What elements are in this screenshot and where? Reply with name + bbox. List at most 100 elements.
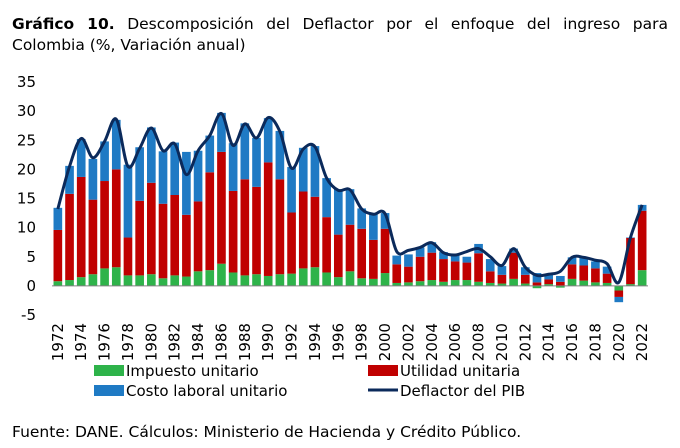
bar-impuesto-unitario <box>310 267 320 286</box>
bar-utilidad-unitaria <box>322 217 331 273</box>
x-tick-label: 2006 <box>446 323 464 361</box>
bar-impuesto-unitario <box>275 274 285 286</box>
bar-utilidad-unitaria <box>217 151 226 264</box>
bar-utilidad-unitaria <box>88 199 98 275</box>
bar-costo-laboral-unitario <box>287 167 296 213</box>
bar-impuesto-unitario <box>240 275 250 286</box>
bar-utilidad-unitaria <box>345 224 355 272</box>
bar-costo-laboral-unitario <box>509 248 518 253</box>
bar-utilidad-unitaria <box>591 268 600 283</box>
bar-utilidad-unitaria <box>509 252 518 279</box>
bar-utilidad-unitaria <box>415 256 425 282</box>
x-tick-label: 1980 <box>142 323 160 361</box>
bar-utilidad-unitaria <box>602 273 612 283</box>
legend-swatch <box>368 365 398 376</box>
bar-impuesto-unitario <box>380 273 390 286</box>
bar-impuesto-unitario <box>287 273 296 286</box>
bar-costo-laboral-unitario <box>76 139 86 177</box>
bar-costo-laboral-unitario <box>111 119 121 170</box>
bar-utilidad-unitaria <box>556 281 565 286</box>
x-tick-label: 2020 <box>610 323 628 361</box>
bar-costo-laboral-unitario <box>497 266 507 275</box>
bar-utilidad-unitaria <box>485 271 495 283</box>
y-tick-label: 5 <box>26 248 36 266</box>
bar-costo-laboral-unitario <box>53 207 63 230</box>
bar-impuesto-unitario <box>65 280 74 286</box>
bar-costo-laboral-unitario <box>556 275 565 282</box>
bar-impuesto-unitario <box>427 280 437 286</box>
bar-impuesto-unitario <box>123 275 133 286</box>
bar-costo-laboral-unitario <box>345 189 355 225</box>
bar-costo-laboral-unitario <box>193 150 203 202</box>
bar-impuesto-unitario <box>263 275 273 286</box>
bar-utilidad-unitaria <box>240 179 250 276</box>
bar-utilidad-unitaria <box>205 172 215 271</box>
x-tick-label: 2018 <box>586 323 604 361</box>
bar-costo-laboral-unitario <box>275 130 285 180</box>
bar-costo-laboral-unitario <box>333 189 343 235</box>
bar-impuesto-unitario <box>170 275 180 286</box>
x-tick-label: 2014 <box>540 323 558 361</box>
bar-impuesto-unitario <box>135 275 144 286</box>
bar-costo-laboral-unitario <box>322 178 331 218</box>
bar-costo-laboral-unitario <box>88 158 98 200</box>
bar-impuesto-unitario <box>637 270 647 286</box>
bar-utilidad-unitaria <box>100 181 109 269</box>
source-note: Fuente: DANE. Cálculos: Ministerio de Ha… <box>12 423 522 441</box>
legend-swatch <box>94 365 124 376</box>
x-tick-label: 1982 <box>166 323 184 361</box>
bar-costo-laboral-unitario <box>310 146 320 197</box>
x-tick-label: 1972 <box>49 323 67 361</box>
bar-impuesto-unitario <box>228 272 238 286</box>
bar-utilidad-unitaria <box>53 229 63 282</box>
x-tick-label: 2004 <box>423 323 441 361</box>
y-tick-label: 25 <box>17 131 36 149</box>
bar-costo-laboral-unitario <box>415 247 425 257</box>
y-tick-label: -5 <box>21 306 36 324</box>
bar-impuesto-unitario <box>100 268 109 286</box>
x-tick-label: 1984 <box>189 323 207 361</box>
bar-impuesto-unitario <box>579 280 589 286</box>
bar-costo-laboral-unitario <box>240 123 250 180</box>
bar-costo-laboral-unitario <box>614 296 624 303</box>
bar-utilidad-unitaria <box>439 259 448 282</box>
bar-utilidad-unitaria <box>579 265 589 281</box>
bar-costo-laboral-unitario <box>450 254 460 262</box>
bar-costo-laboral-unitario <box>100 141 109 182</box>
bar-costo-laboral-unitario <box>158 151 168 204</box>
bar-costo-laboral-unitario <box>182 151 191 215</box>
bar-costo-laboral-unitario <box>65 165 74 194</box>
bar-utilidad-unitaria <box>193 201 203 272</box>
bar-costo-laboral-unitario <box>404 254 413 267</box>
bar-costo-laboral-unitario <box>263 118 273 163</box>
bar-impuesto-unitario <box>415 281 425 286</box>
bar-utilidad-unitaria <box>287 212 296 274</box>
bar-impuesto-unitario <box>602 282 612 286</box>
bar-costo-laboral-unitario <box>591 261 600 269</box>
y-tick-label: 15 <box>17 190 36 208</box>
bar-costo-laboral-unitario <box>357 208 367 229</box>
legend-label: Utilidad unitaria <box>400 362 520 380</box>
x-tick-label: 2016 <box>563 323 581 361</box>
x-tick-label: 1986 <box>212 323 230 361</box>
bar-impuesto-unitario <box>509 278 518 286</box>
bar-utilidad-unitaria <box>298 191 308 269</box>
legend-label: Deflactor del PIB <box>400 382 525 400</box>
bar-costo-laboral-unitario <box>544 274 553 280</box>
bar-costo-laboral-unitario <box>217 112 226 152</box>
bar-impuesto-unitario <box>111 267 121 286</box>
bar-costo-laboral-unitario <box>369 213 378 240</box>
bar-utilidad-unitaria <box>228 190 238 273</box>
x-tick-label: 2022 <box>633 323 651 361</box>
bar-utilidad-unitaria <box>135 200 144 276</box>
bar-utilidad-unitaria <box>147 182 156 275</box>
x-tick-label: 1998 <box>353 323 371 361</box>
bar-impuesto-unitario <box>392 282 402 286</box>
bar-impuesto-unitario <box>369 278 378 286</box>
bar-utilidad-unitaria <box>123 237 133 276</box>
bar-utilidad-unitaria <box>626 237 635 285</box>
bar-costo-laboral-unitario <box>252 137 261 187</box>
y-tick-label: 10 <box>17 219 36 237</box>
bar-utilidad-unitaria <box>450 261 460 281</box>
